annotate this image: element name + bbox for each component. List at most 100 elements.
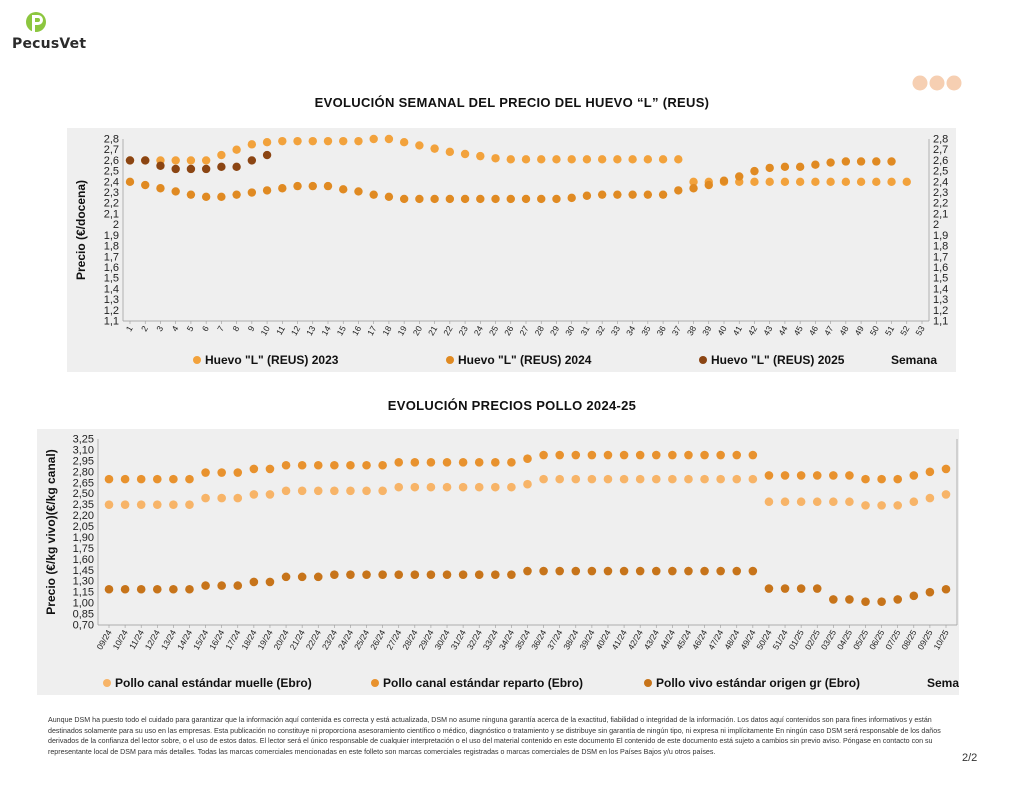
data-point (658, 190, 668, 199)
data-point (619, 450, 629, 460)
x-tick-label: 49/24 (738, 628, 757, 652)
data-point (399, 194, 409, 204)
x-tick-label: 49 (852, 324, 866, 337)
data-point (603, 450, 613, 460)
y-tick-label-left: 2,4 (104, 176, 119, 188)
data-point (104, 474, 114, 484)
x-tick-label: 50 (868, 324, 882, 337)
data-point (841, 157, 851, 166)
x-tick-label: 47 (822, 324, 836, 337)
data-point (643, 190, 653, 199)
data-point (689, 177, 698, 187)
data-point (262, 138, 272, 147)
legend-marker (699, 356, 707, 364)
x-tick-label: 53 (913, 324, 927, 337)
legend-marker (193, 356, 201, 364)
data-point (812, 497, 822, 507)
data-point (765, 177, 774, 187)
page-number: 2/2 (962, 752, 978, 764)
y-tick-label-left: 2,5 (104, 166, 119, 178)
data-point (217, 150, 226, 160)
data-point (104, 584, 114, 594)
data-point (780, 497, 790, 507)
data-point (829, 497, 838, 507)
x-tick-label: 23/24 (320, 628, 339, 652)
data-point (909, 497, 919, 507)
data-point (829, 595, 838, 604)
data-point (442, 482, 452, 492)
data-point (651, 450, 661, 460)
data-point (169, 584, 178, 594)
data-point (597, 190, 607, 199)
y-tick-label-left: 1,6 (104, 262, 119, 274)
pecusvet-logo (26, 12, 46, 32)
x-tick-label: 8 (230, 324, 241, 333)
data-point (887, 177, 896, 187)
data-point (201, 581, 210, 590)
data-point (735, 172, 744, 181)
y-tick-label-left: 1,30 (73, 576, 94, 588)
egg-chart-panel (67, 128, 956, 372)
decorative-dots-icon (912, 75, 962, 91)
data-point (684, 566, 693, 576)
data-point (354, 187, 363, 196)
legend-marker (644, 679, 652, 687)
data-point (458, 482, 468, 492)
x-tick-label: 26/24 (368, 628, 387, 652)
data-point (426, 482, 436, 492)
x-tick-label: 16 (350, 324, 364, 337)
data-point (346, 570, 355, 579)
data-point (442, 570, 452, 579)
x-tick-label: 35/24 (513, 628, 532, 652)
x-tick-label: 22/24 (304, 628, 323, 652)
data-point (394, 482, 404, 492)
data-point (186, 190, 196, 199)
data-point (136, 584, 146, 594)
x-tick-label: 26 (502, 324, 516, 337)
x-tick-label: 21 (426, 324, 440, 337)
x-tick-label: 15 (335, 324, 349, 337)
data-point (185, 584, 194, 594)
y-tick-label-left: 1,90 (73, 532, 94, 544)
x-tick-label: 30 (563, 324, 577, 337)
x-tick-label: 04/25 (835, 628, 854, 652)
data-point (346, 486, 355, 496)
data-point (399, 138, 409, 147)
data-point (278, 136, 287, 146)
data-point (384, 134, 394, 144)
data-point (185, 474, 194, 484)
y-tick-label-left: 3,10 (73, 444, 94, 456)
y-tick-label-left: 2 (113, 219, 119, 231)
data-point (265, 577, 275, 587)
x-tick-label: 42 (746, 324, 760, 337)
data-point (339, 185, 348, 194)
data-point (887, 157, 896, 166)
data-point (171, 164, 180, 174)
data-point (410, 570, 420, 579)
y-tick-label-left: 2,2 (104, 198, 119, 210)
legend-label: Pollo vivo estándar origen gr (Ebro) (656, 676, 860, 690)
x-tick-label: 1 (124, 324, 135, 333)
data-point (330, 570, 339, 579)
data-point (597, 155, 607, 164)
data-point (841, 177, 851, 187)
data-point (635, 450, 645, 460)
x-tick-label: 13 (304, 324, 318, 337)
disclaimer-text: Aunque DSM ha puesto todo el cuidado par… (48, 716, 941, 756)
data-point (795, 177, 805, 187)
chicken-price-chart: 3,253,253,103,102,952,952,802,802,652,65… (44, 434, 959, 691)
y-tick-label-left: 2,95 (73, 455, 94, 467)
data-point (442, 458, 452, 467)
y-axis-title: Precio (€/kg vivo)(€/kg canal) (44, 449, 58, 614)
y-tick-label-right: 1,3 (933, 294, 948, 306)
data-point (780, 584, 790, 593)
x-tick-label: 32 (593, 324, 607, 337)
data-point (587, 566, 597, 576)
x-tick-label: 31/24 (449, 628, 468, 652)
data-point (460, 149, 470, 159)
x-tick-label: 17/24 (223, 628, 242, 652)
data-point (523, 566, 532, 576)
data-point (613, 190, 622, 199)
x-tick-label: 09/24 (94, 628, 113, 652)
data-point (571, 450, 581, 460)
